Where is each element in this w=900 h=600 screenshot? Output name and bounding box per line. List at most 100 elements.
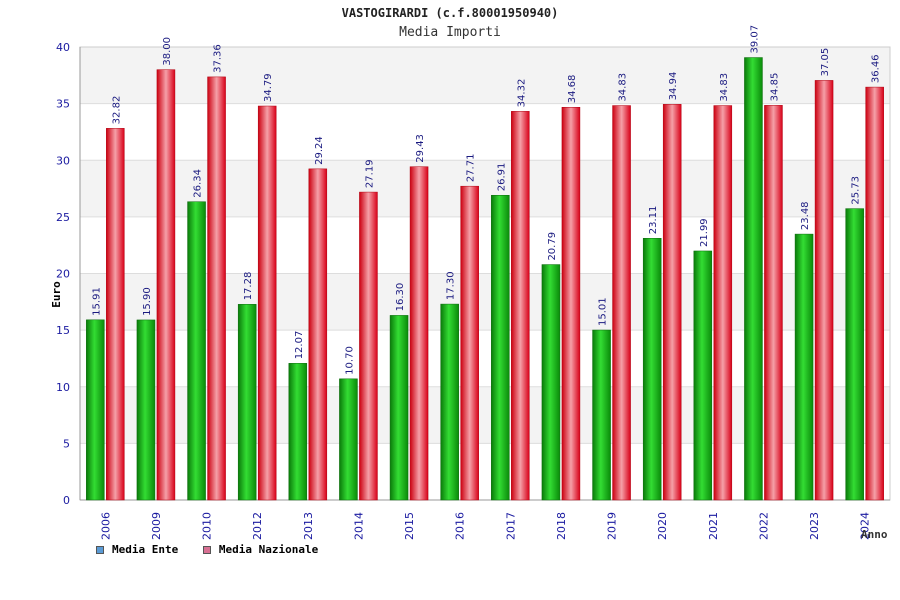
data-label: 23.11: [648, 206, 659, 235]
data-label: 27.71: [466, 154, 477, 183]
y-tick-label: 25: [56, 211, 70, 224]
x-tick-label: 2015: [403, 512, 416, 540]
data-label: 23.48: [800, 201, 811, 230]
data-label: 10.70: [344, 346, 355, 375]
data-label: 34.68: [567, 75, 578, 104]
bar-media-nazionale-2018: [561, 106, 581, 501]
y-tick-label: 0: [63, 494, 70, 507]
bar-media-ente-2013: [288, 363, 308, 501]
data-label: 32.82: [111, 96, 122, 125]
data-label: 27.19: [364, 159, 375, 188]
y-tick-label: 20: [56, 268, 70, 281]
y-tick-label: 15: [56, 324, 70, 337]
x-tick-label: 2018: [555, 512, 568, 540]
legend-label-media-nazionale: Media Nazionale: [218, 543, 319, 556]
bar-media-ente-2006: [86, 319, 105, 501]
data-label: 34.85: [769, 73, 780, 102]
y-tick-label: 5: [63, 437, 70, 450]
x-tick-label: 2010: [201, 512, 214, 540]
bar-media-nazionale-2013: [308, 168, 328, 501]
legend-swatch-media-nazionale: [202, 545, 211, 554]
data-label: 26.91: [496, 163, 507, 192]
bar-media-ente-2009: [136, 319, 156, 501]
bar-media-nazionale-2017: [511, 111, 530, 501]
bar-media-ente-2016: [440, 303, 459, 501]
bar-media-nazionale-2009: [156, 69, 176, 501]
data-label: 34.79: [263, 73, 274, 102]
data-label: 37.36: [213, 44, 224, 73]
bar-media-ente-2024: [845, 208, 864, 501]
x-tick-label: 2024: [859, 512, 872, 540]
x-tick-label: 2013: [302, 512, 315, 540]
bar-media-ente-2017: [491, 194, 510, 501]
bar-media-ente-2012: [237, 304, 257, 501]
data-label: 38.00: [162, 37, 173, 66]
data-label: 16.30: [395, 283, 406, 312]
data-label: 26.34: [193, 169, 204, 198]
bar-media-nazionale-2019: [612, 105, 631, 501]
data-label: 12.07: [294, 331, 305, 360]
bar-media-ente-2021: [693, 250, 713, 501]
bar-media-nazionale-2006: [106, 128, 125, 501]
data-label: 29.24: [314, 136, 325, 165]
bar-media-nazionale-2024: [865, 86, 884, 501]
data-label: 17.28: [243, 272, 254, 301]
bar-media-nazionale-2023: [814, 80, 834, 501]
data-label: 15.91: [91, 287, 102, 316]
bar-media-ente-2014: [339, 378, 358, 501]
legend: Media Ente Media Nazionale: [96, 543, 336, 557]
data-label: 37.05: [820, 48, 831, 77]
x-tick-label: 2016: [454, 512, 467, 540]
legend-item-media-ente: Media Ente: [96, 543, 178, 556]
bar-media-ente-2015: [389, 315, 409, 501]
data-label: 25.73: [851, 176, 862, 205]
data-label: 15.90: [142, 287, 153, 316]
bar-media-nazionale-2020: [662, 104, 682, 501]
x-tick-label: 2020: [656, 512, 669, 540]
x-tick-label: 2017: [504, 512, 517, 540]
bar-media-ente-2023: [794, 233, 814, 501]
x-tick-label: 2006: [99, 512, 112, 540]
data-label: 39.07: [749, 25, 760, 54]
data-label: 34.83: [618, 73, 629, 102]
data-label: 15.01: [598, 297, 609, 326]
chart-title: VASTOGIRARDI (c.f.80001950940): [341, 6, 559, 20]
data-label: 17.30: [446, 271, 457, 300]
x-tick-label: 2019: [606, 512, 619, 540]
x-tick-label: 2012: [251, 512, 264, 540]
x-axis-label: Anno: [861, 528, 888, 541]
x-tick-label: 2023: [808, 512, 821, 540]
y-tick-label: 35: [56, 98, 70, 111]
data-label: 36.46: [871, 54, 882, 83]
bar-media-nazionale-2012: [257, 105, 277, 501]
legend-swatch-media-ente: [96, 545, 104, 554]
chart-subtitle: Media Importi: [399, 25, 501, 40]
bar-media-ente-2020: [642, 238, 662, 501]
legend-item-media-nazionale: Media Nazionale: [202, 543, 319, 556]
x-tick-label: 2009: [150, 512, 163, 540]
data-label: 34.83: [719, 73, 730, 102]
bar-media-ente-2019: [592, 329, 611, 501]
data-label: 29.43: [415, 134, 426, 163]
x-tick-label: 2022: [757, 512, 770, 540]
x-tick-label: 2014: [352, 512, 365, 540]
bar-media-ente-2018: [541, 264, 561, 501]
data-label: 21.99: [699, 218, 710, 247]
bar-media-nazionale-2014: [359, 191, 378, 501]
bar-media-nazionale-2016: [460, 185, 479, 501]
y-tick-label: 30: [56, 154, 70, 167]
y-tick-label: 40: [56, 41, 70, 54]
bar-media-ente-2010: [187, 201, 206, 501]
legend-label-media-ente: Media Ente: [112, 543, 179, 556]
bar-media-nazionale-2010: [207, 76, 226, 501]
bar-media-nazionale-2022: [764, 105, 783, 501]
data-label: 20.79: [547, 232, 558, 261]
y-tick-label: 10: [56, 381, 70, 394]
bar-media-ente-2022: [744, 57, 763, 501]
bar-media-nazionale-2015: [409, 166, 429, 501]
y-axis-label: Euro: [49, 281, 63, 308]
bar-media-nazionale-2021: [713, 105, 733, 501]
data-label: 34.32: [516, 79, 527, 108]
x-tick-label: 2021: [707, 512, 720, 540]
